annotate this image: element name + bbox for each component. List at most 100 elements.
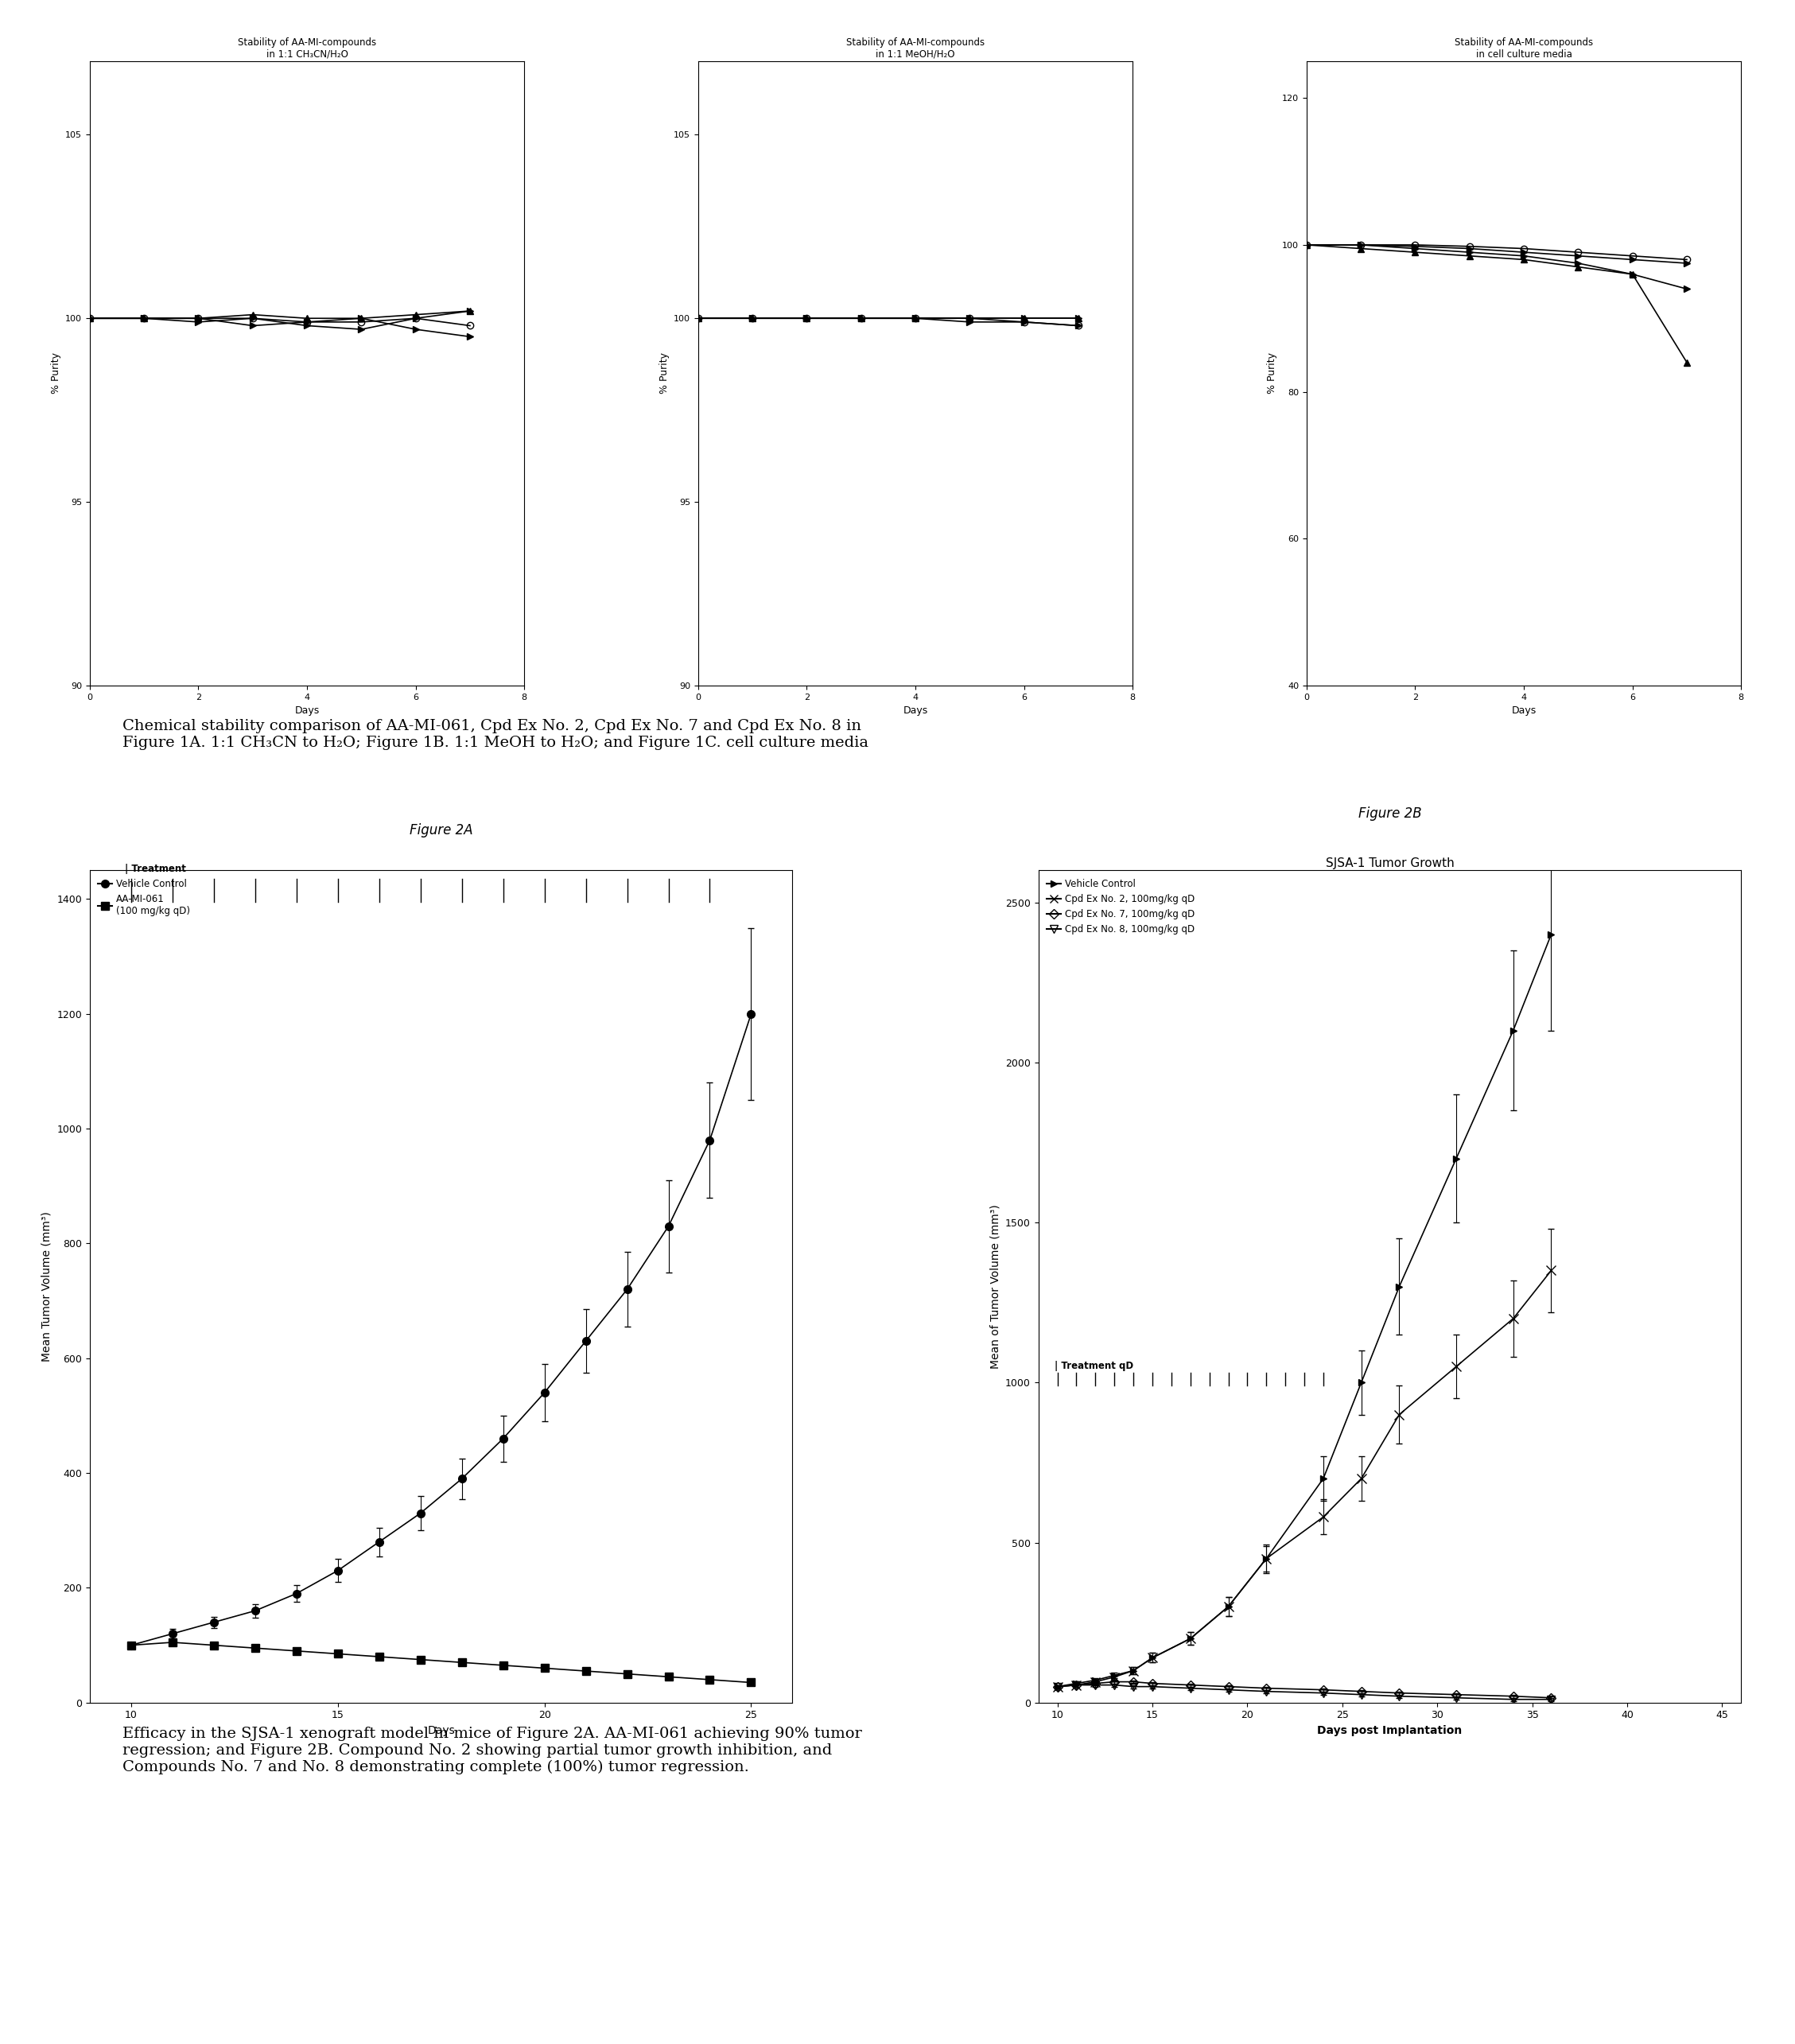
X-axis label: Days: Days: [903, 705, 928, 715]
Y-axis label: Mean of Tumor Volume (mm³): Mean of Tumor Volume (mm³): [989, 1204, 1002, 1369]
Cpd Ex No. 8: [1068, 313, 1090, 337]
Cpd Ex No. 8: [851, 307, 872, 331]
Title: Stability of AA-MI-compounds
in 1:1 MeOH/H₂O: Stability of AA-MI-compounds in 1:1 MeOH…: [845, 37, 985, 59]
X-axis label: Days: Days: [294, 705, 320, 715]
Cpd Ex No. 8: [959, 307, 980, 331]
Cpd Ex No. 8: [687, 307, 709, 331]
Cpd Ex No. 2: [687, 307, 709, 331]
Cpd Ex No. 8: [1296, 233, 1318, 258]
Cpd Ex No. 8: [905, 307, 926, 331]
Cpd Ex No. 2: [242, 307, 264, 331]
Text: Chemical stability comparison of AA-MI-061, Cpd Ex No. 2, Cpd Ex No. 7 and Cpd E: Chemical stability comparison of AA-MI-0…: [122, 719, 869, 750]
Cpd Ex No. 2: [1513, 239, 1535, 264]
Cpd Ex No. 7: [851, 307, 872, 331]
Line: Cpd Ex No. 2: Cpd Ex No. 2: [86, 309, 474, 333]
AA-MI-061: [795, 307, 817, 331]
Cpd Ex No. 2: [133, 307, 154, 331]
Line: AA-MI-061: AA-MI-061: [695, 315, 1082, 321]
AA-MI-061: [905, 307, 926, 331]
Text: | Treatment: | Treatment: [126, 865, 187, 875]
X-axis label: Days: Days: [1511, 705, 1537, 715]
Cpd Ex No. 8: [1513, 237, 1535, 262]
Cpd Ex No. 7: [1296, 233, 1318, 258]
AA-MI-061: [1296, 233, 1318, 258]
AA-MI-061: [959, 307, 980, 331]
Cpd Ex No. 2: [1350, 233, 1371, 258]
Cpd Ex No. 8: [1621, 243, 1642, 268]
Cpd Ex No. 8: [1677, 247, 1698, 272]
Cpd Ex No. 7: [79, 307, 101, 331]
Cpd Ex No. 7: [1513, 247, 1535, 272]
Cpd Ex No. 8: [133, 307, 154, 331]
Text: Efficacy in the SJSA-1 xenograft model in mice of Figure 2A. AA-MI-061 achieving: Efficacy in the SJSA-1 xenograft model i…: [122, 1727, 862, 1774]
Line: Cpd Ex No. 7: Cpd Ex No. 7: [695, 315, 1082, 321]
X-axis label: Days post Implantation: Days post Implantation: [1318, 1725, 1463, 1735]
AA-MI-061: [687, 307, 709, 331]
Cpd Ex No. 2: [1621, 247, 1642, 272]
AA-MI-061: [1621, 262, 1642, 286]
Cpd Ex No. 7: [741, 307, 763, 331]
Cpd Ex No. 7: [296, 307, 318, 331]
Line: Cpd Ex No. 8: Cpd Ex No. 8: [695, 315, 1082, 329]
Y-axis label: % Purity: % Purity: [50, 354, 61, 394]
AA-MI-061: [188, 307, 210, 331]
Cpd Ex No. 8: [1567, 239, 1589, 264]
AA-MI-061: [79, 307, 101, 331]
AA-MI-061: [1404, 237, 1425, 262]
Cpd Ex No. 2: [350, 317, 372, 341]
Cpd Ex No. 2: [188, 311, 210, 335]
Cpd Ex No. 2: [1459, 237, 1481, 262]
Cpd Ex No. 2: [851, 307, 872, 331]
AA-MI-061: [1350, 233, 1371, 258]
Text: | Treatment qD: | Treatment qD: [1055, 1361, 1133, 1372]
Line: AA-MI-061: AA-MI-061: [1303, 241, 1691, 292]
AA-MI-061: [350, 307, 372, 331]
Cpd Ex No. 2: [1014, 311, 1036, 335]
AA-MI-061: [242, 313, 264, 337]
Line: Cpd Ex No. 7: Cpd Ex No. 7: [86, 309, 474, 321]
AA-MI-061: [133, 307, 154, 331]
Cpd Ex No. 7: [350, 307, 372, 331]
Text: Figure 2A: Figure 2A: [409, 824, 472, 838]
Line: Cpd Ex No. 7: Cpd Ex No. 7: [1303, 241, 1691, 366]
Cpd Ex No. 7: [242, 303, 264, 327]
Cpd Ex No. 7: [1350, 237, 1371, 262]
Cpd Ex No. 8: [741, 307, 763, 331]
Cpd Ex No. 2: [905, 307, 926, 331]
Title: Stability of AA-MI-compounds
in 1:1 CH₃CN/H₂O: Stability of AA-MI-compounds in 1:1 CH₃C…: [237, 37, 377, 59]
Legend: Vehicle Control, Cpd Ex No. 2, 100mg/kg qD, Cpd Ex No. 7, 100mg/kg qD, Cpd Ex No: Vehicle Control, Cpd Ex No. 2, 100mg/kg …: [1043, 875, 1199, 938]
Line: Cpd Ex No. 2: Cpd Ex No. 2: [695, 315, 1082, 329]
Cpd Ex No. 2: [1677, 251, 1698, 276]
AA-MI-061: [460, 325, 481, 350]
Cpd Ex No. 7: [188, 307, 210, 331]
Cpd Ex No. 2: [1068, 313, 1090, 337]
Line: AA-MI-061: AA-MI-061: [86, 315, 474, 339]
AA-MI-061: [1459, 239, 1481, 264]
Title: SJSA-1 Tumor Growth: SJSA-1 Tumor Growth: [1325, 858, 1454, 869]
AA-MI-061: [851, 307, 872, 331]
AA-MI-061: [296, 311, 318, 335]
Cpd Ex No. 7: [1014, 307, 1036, 331]
Cpd Ex No. 2: [1296, 233, 1318, 258]
Cpd Ex No. 7: [1404, 239, 1425, 264]
Cpd Ex No. 2: [959, 311, 980, 335]
Cpd Ex No. 8: [1350, 233, 1371, 258]
Cpd Ex No. 7: [795, 307, 817, 331]
Cpd Ex No. 7: [1459, 243, 1481, 268]
Cpd Ex No. 2: [1404, 235, 1425, 260]
Title: Stability of AA-MI-compounds
in cell culture media: Stability of AA-MI-compounds in cell cul…: [1454, 37, 1594, 59]
Cpd Ex No. 8: [296, 311, 318, 335]
AA-MI-061: [1068, 307, 1090, 331]
AA-MI-061: [1513, 243, 1535, 268]
Cpd Ex No. 7: [905, 307, 926, 331]
Text: Figure 2B: Figure 2B: [1359, 805, 1422, 820]
Cpd Ex No. 8: [795, 307, 817, 331]
Cpd Ex No. 8: [1404, 233, 1425, 258]
Cpd Ex No. 8: [188, 307, 210, 331]
Cpd Ex No. 2: [460, 298, 481, 323]
Cpd Ex No. 7: [1677, 350, 1698, 374]
Cpd Ex No. 7: [133, 307, 154, 331]
Y-axis label: Mean Tumor Volume (mm³): Mean Tumor Volume (mm³): [41, 1212, 52, 1361]
Cpd Ex No. 2: [79, 307, 101, 331]
Cpd Ex No. 7: [1621, 262, 1642, 286]
